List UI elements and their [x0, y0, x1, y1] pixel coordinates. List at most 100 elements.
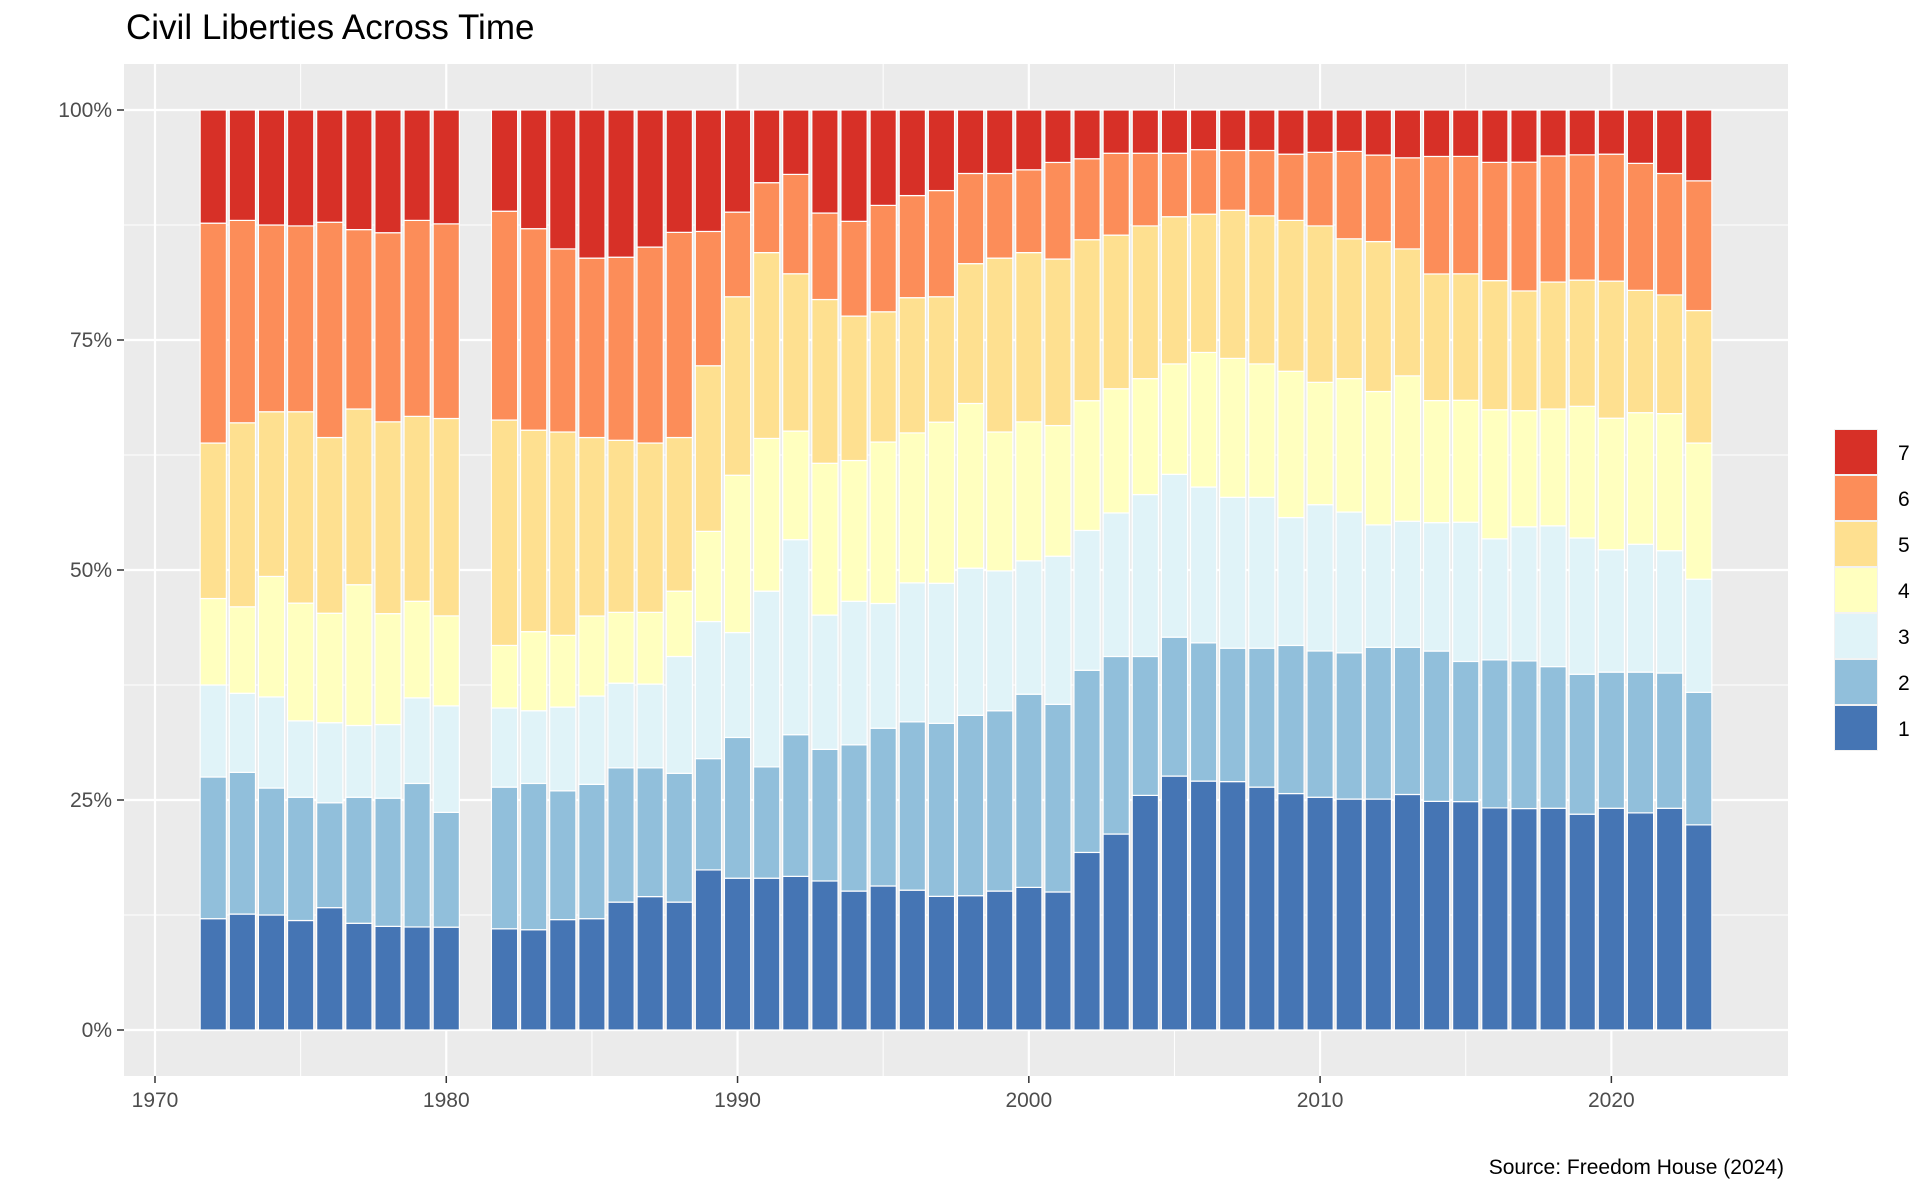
bar-segment-5-2015	[1452, 273, 1480, 401]
bar-segment-2-2010	[1306, 650, 1334, 798]
bar-segment-3-2008	[1248, 496, 1276, 649]
bar-segment-7-1987	[636, 109, 664, 248]
bar-segment-5-2009	[1277, 219, 1305, 372]
bar-segment-1-1978	[374, 925, 402, 1031]
bars	[199, 109, 1713, 1031]
bar-segment-6-1976	[316, 221, 344, 439]
legend-label-7: 7	[1898, 442, 1910, 465]
bar-segment-2-2019	[1568, 673, 1596, 815]
bar-segment-4-1979	[403, 600, 431, 699]
bar-segment-4-2022	[1655, 413, 1684, 552]
bar-segment-7-1990	[723, 109, 752, 213]
bar-segment-6-1983	[519, 228, 548, 431]
bar-segment-3-2001	[1044, 555, 1072, 705]
bar-segment-7-1995	[869, 109, 897, 206]
bar-segment-6-1987	[636, 246, 664, 444]
legend-swatch-4	[1835, 568, 1877, 612]
bar-segment-4-2001	[1044, 424, 1072, 557]
bar-segment-2-1980	[432, 811, 460, 928]
bar-segment-7-1975	[286, 109, 315, 227]
bar-segment-6-1986	[607, 256, 635, 441]
bar-segment-4-1991	[752, 437, 781, 592]
bar-segment-1-1973	[228, 913, 257, 1031]
bar-segment-5-2020	[1597, 280, 1626, 419]
bar-segment-4-2011	[1335, 378, 1363, 513]
bar-segment-1-2001	[1044, 891, 1072, 1031]
bar-segment-5-2012	[1364, 240, 1393, 393]
bar-segment-7-2010	[1306, 109, 1334, 153]
bar-segment-5-1997	[927, 296, 956, 423]
bar-segment-7-1979	[403, 109, 431, 222]
bar-segment-7-2001	[1044, 109, 1072, 164]
bar-segment-2-2002	[1073, 669, 1101, 854]
bar-segment-7-1977	[345, 109, 373, 231]
bar-segment-7-1972	[199, 109, 227, 224]
bar-segment-4-2013	[1393, 375, 1422, 522]
bar-segment-4-1983	[519, 631, 548, 712]
legend-swatch-5	[1835, 522, 1877, 566]
bar-segment-2-1991	[752, 766, 781, 879]
bar-segment-4-2012	[1364, 390, 1393, 526]
bar-segment-2-1992	[782, 734, 810, 877]
bar-segment-1-2018	[1539, 807, 1567, 1031]
bar-segment-6-1999	[985, 172, 1014, 259]
bar-segment-4-1992	[782, 430, 810, 541]
bar-segment-7-2017	[1510, 109, 1538, 163]
bar-segment-3-2003	[1102, 512, 1130, 658]
bar-segment-6-2013	[1393, 157, 1422, 250]
bar-segment-3-2006	[1189, 486, 1218, 644]
bar-segment-4-2018	[1539, 408, 1567, 527]
bar-segment-6-1993	[811, 212, 839, 301]
bar-segment-5-2019	[1568, 279, 1596, 407]
bar-segment-5-2007	[1219, 209, 1247, 359]
bar-segment-7-2011	[1335, 109, 1363, 153]
legend: 7 6 5 4 3 2 1	[1834, 429, 1910, 751]
bar-segment-3-1993	[811, 614, 839, 751]
bar-segment-7-1978	[374, 109, 402, 234]
bar-segment-3-1974	[257, 696, 286, 789]
bar-segment-2-1974	[257, 787, 286, 916]
bar-segment-2-2009	[1277, 644, 1305, 795]
legend-label-2: 2	[1898, 672, 1910, 695]
bar-segment-4-1994	[840, 459, 868, 602]
bar-segment-5-1987	[636, 442, 664, 613]
bar-segment-4-1985	[578, 615, 606, 697]
bar-segment-2-2015	[1452, 660, 1480, 803]
bar-segment-7-2005	[1160, 109, 1189, 154]
bar-segment-1-1992	[782, 875, 810, 1031]
bar-segment-1-1984	[549, 918, 577, 1031]
bar-segment-4-1975	[286, 602, 315, 722]
bar-segment-3-2021	[1626, 543, 1655, 673]
bar-segment-1-1988	[665, 901, 693, 1031]
bar-segment-5-2021	[1626, 289, 1655, 414]
bar-segment-3-2020	[1597, 549, 1626, 673]
bar-segment-7-1993	[811, 109, 839, 214]
bar-segment-6-1979	[403, 219, 431, 417]
bar-segment-4-2007	[1219, 357, 1247, 498]
bar-segment-6-2003	[1102, 152, 1130, 236]
bar-segment-2-1998	[956, 714, 985, 897]
bar-segment-7-2023	[1685, 109, 1713, 182]
bar-segment-2-1987	[636, 767, 664, 898]
bar-segment-4-2017	[1510, 410, 1538, 528]
bar-segment-1-2006	[1189, 780, 1218, 1031]
y-axis: 0% 25% 50% 75% 100%	[58, 99, 124, 1042]
bar-segment-1-2016	[1481, 807, 1509, 1031]
bar-segment-4-1982	[490, 644, 519, 709]
bar-segment-1-1974	[257, 914, 286, 1031]
bar-segment-5-2008	[1248, 215, 1276, 365]
bar-segment-7-2013	[1393, 109, 1422, 159]
bar-segment-6-2004	[1131, 152, 1160, 227]
bar-segment-1-2021	[1626, 812, 1655, 1031]
bar-segment-7-1999	[985, 109, 1014, 175]
bar-segment-6-2014	[1422, 155, 1451, 275]
bar-segment-1-2019	[1568, 813, 1596, 1031]
bar-segment-1-2023	[1685, 824, 1713, 1031]
bar-segment-3-1978	[374, 723, 402, 799]
bar-segment-2-2016	[1481, 659, 1509, 809]
bar-segment-2-2007	[1219, 647, 1247, 783]
bar-segment-1-1998	[956, 895, 985, 1031]
bar-segment-6-2020	[1597, 153, 1626, 282]
bar-segment-7-1988	[665, 109, 693, 233]
bar-segment-7-2004	[1131, 109, 1160, 154]
